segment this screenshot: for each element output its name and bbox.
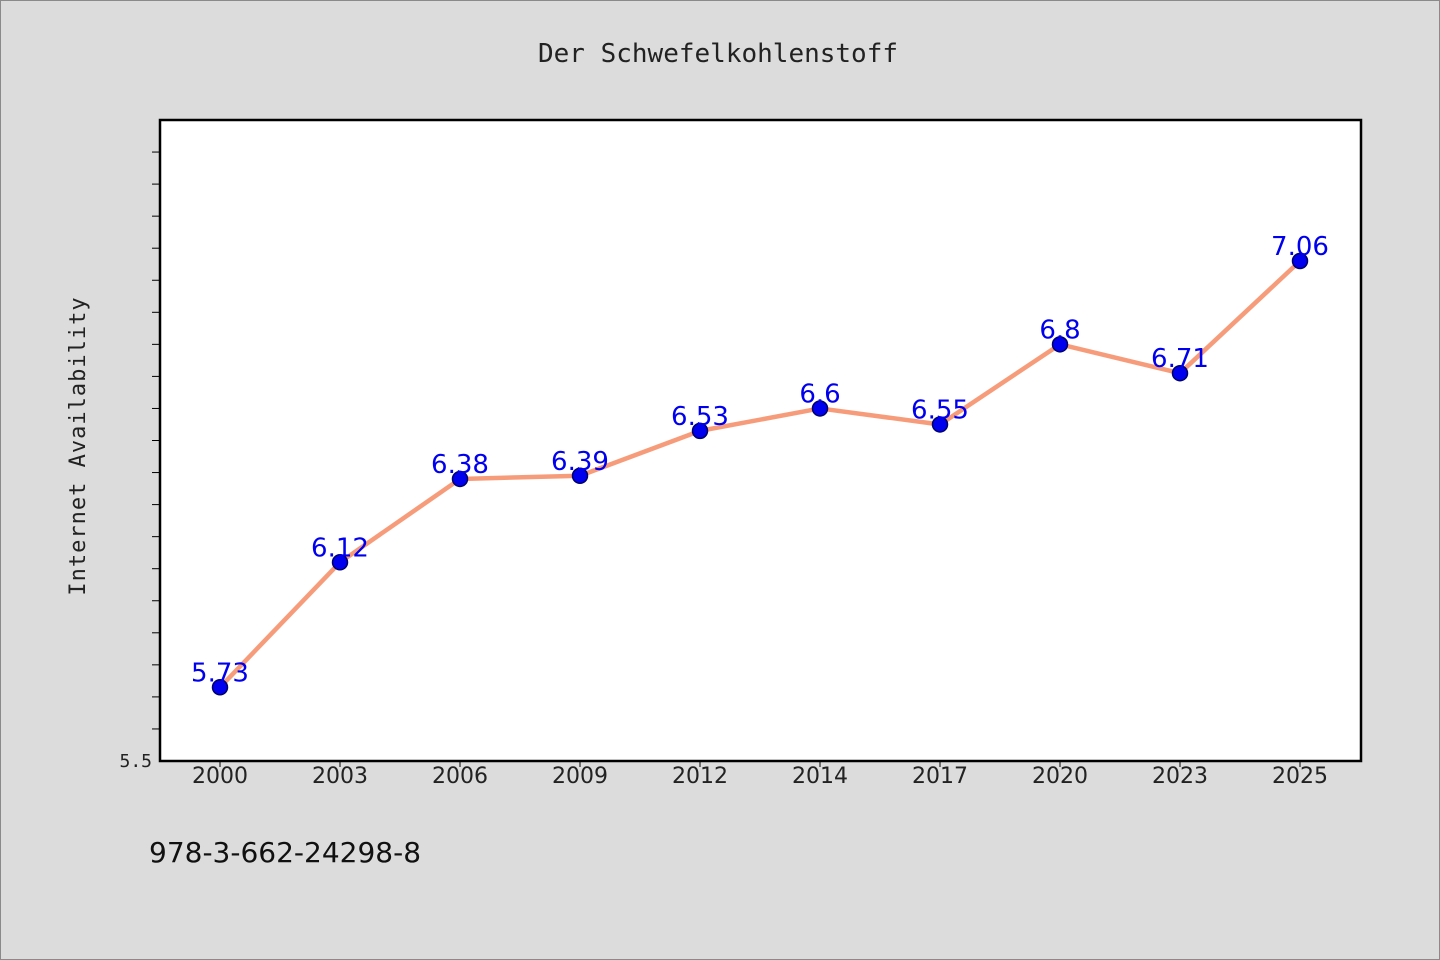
data-point (1291, 252, 1309, 270)
data-label: 6.8 (1039, 315, 1080, 345)
x-tick-label: 2020 (1032, 764, 1088, 789)
x-tick-label: 2014 (792, 764, 848, 789)
data-label: 6.6 (799, 379, 840, 409)
data-label: 6.71 (1151, 344, 1209, 374)
x-axis-tick-labels: 2000 2003 2006 2009 2012 2014 2017 2020 2023 2025 (192, 761, 1328, 789)
x-tick-label: 2006 (432, 764, 488, 789)
data-label: 6.55 (911, 395, 969, 425)
isbn-text: 978-3-662-24298-8 (149, 836, 421, 869)
x-tick-label: 2017 (912, 764, 968, 789)
x-tick-label: 2000 (192, 764, 248, 789)
data-label: 7.06 (1271, 232, 1329, 262)
y-axis-label: Internet Availability (66, 296, 91, 595)
x-tick-label: 2003 (312, 764, 368, 789)
x-tick-label: 2025 (1272, 764, 1328, 789)
data-point (1171, 364, 1189, 382)
series-layer: 5.73 6.12 6.38 6.39 6.53 6.6 6.55 6.8 6.71 7.06 (191, 232, 1329, 696)
data-point (691, 422, 709, 440)
x-tick-label: 2009 (552, 764, 608, 789)
data-label: 6.12 (311, 533, 369, 563)
chart-title: Der Schwefelkohlenstoff (538, 39, 898, 69)
data-label: 6.53 (671, 402, 729, 432)
data-point (451, 470, 469, 488)
series-line (217, 258, 1303, 690)
x-tick-label: 2023 (1152, 764, 1208, 789)
data-label: 6.39 (551, 447, 609, 477)
data-point (931, 416, 949, 433)
x-tick-label: 2012 (672, 764, 728, 789)
data-label: 5.73 (191, 658, 249, 688)
data-point (571, 467, 589, 485)
data-point (211, 679, 229, 696)
data-label: 6.38 (431, 450, 489, 480)
plot-area (158, 118, 1363, 763)
data-point (811, 400, 829, 417)
data-point (331, 554, 349, 571)
y-tick-label: 5.5 (119, 751, 152, 772)
y-axis-ticks: 5.5 (119, 151, 160, 772)
data-point (1051, 336, 1069, 353)
